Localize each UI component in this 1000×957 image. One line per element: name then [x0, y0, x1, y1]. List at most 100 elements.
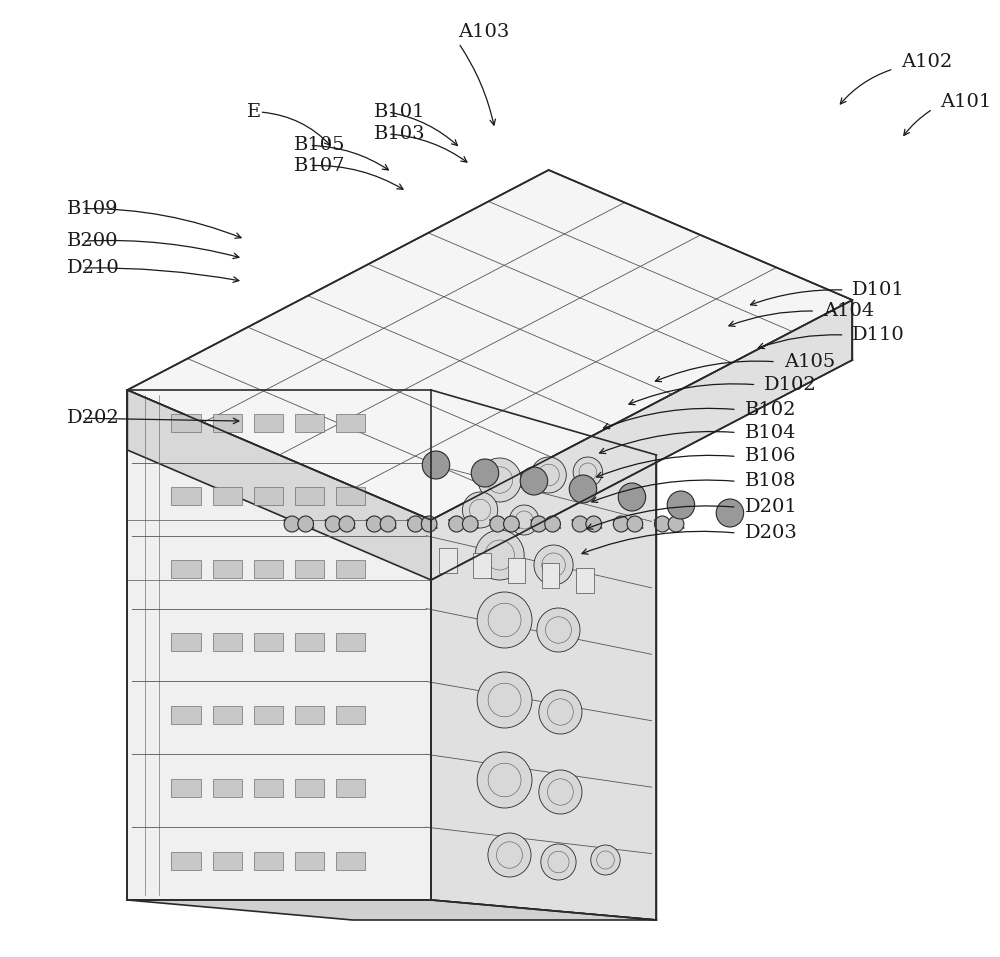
- Text: B200: B200: [67, 233, 118, 250]
- Bar: [295, 633, 324, 651]
- Circle shape: [462, 516, 478, 532]
- Bar: [295, 852, 324, 870]
- Bar: [213, 414, 242, 433]
- Text: A101: A101: [941, 94, 992, 111]
- Circle shape: [504, 516, 519, 532]
- Circle shape: [716, 499, 744, 527]
- Bar: [336, 706, 365, 723]
- Bar: [295, 779, 324, 797]
- Text: D210: D210: [67, 259, 119, 277]
- Circle shape: [298, 516, 314, 532]
- Text: D203: D203: [745, 524, 797, 542]
- Text: D110: D110: [852, 326, 905, 344]
- Circle shape: [478, 458, 521, 502]
- Circle shape: [325, 516, 341, 532]
- Circle shape: [573, 457, 603, 487]
- Bar: [295, 706, 324, 723]
- Circle shape: [421, 516, 437, 532]
- Bar: [439, 548, 457, 573]
- Text: A104: A104: [823, 302, 874, 320]
- Text: E: E: [247, 103, 261, 121]
- Circle shape: [667, 491, 695, 519]
- Bar: [576, 568, 594, 593]
- Bar: [171, 487, 201, 505]
- Text: D102: D102: [764, 376, 817, 393]
- Polygon shape: [127, 900, 656, 920]
- Circle shape: [586, 516, 602, 532]
- Bar: [171, 852, 201, 870]
- Circle shape: [284, 516, 300, 532]
- Bar: [171, 633, 201, 651]
- Bar: [171, 560, 201, 578]
- Circle shape: [462, 492, 498, 528]
- Circle shape: [627, 516, 643, 532]
- Circle shape: [539, 690, 582, 734]
- Bar: [508, 558, 525, 583]
- Polygon shape: [127, 390, 431, 900]
- Bar: [213, 852, 242, 870]
- Bar: [336, 779, 365, 797]
- Circle shape: [471, 459, 499, 487]
- Text: A105: A105: [784, 353, 835, 370]
- Bar: [254, 487, 283, 505]
- Circle shape: [545, 516, 560, 532]
- Text: B101: B101: [374, 103, 426, 121]
- Polygon shape: [431, 390, 656, 920]
- Polygon shape: [127, 170, 852, 520]
- Bar: [336, 414, 365, 433]
- Bar: [254, 560, 283, 578]
- Circle shape: [366, 516, 382, 532]
- Circle shape: [488, 833, 531, 877]
- Circle shape: [520, 467, 548, 495]
- Circle shape: [654, 516, 670, 532]
- Circle shape: [339, 516, 355, 532]
- Circle shape: [591, 845, 620, 875]
- Circle shape: [668, 516, 684, 532]
- Text: A103: A103: [459, 23, 510, 40]
- Circle shape: [477, 672, 532, 728]
- Text: D201: D201: [745, 499, 797, 516]
- Bar: [213, 560, 242, 578]
- Text: B104: B104: [745, 424, 796, 441]
- Bar: [254, 633, 283, 651]
- Bar: [213, 706, 242, 723]
- Bar: [295, 560, 324, 578]
- Bar: [254, 414, 283, 433]
- Bar: [336, 487, 365, 505]
- Bar: [254, 852, 283, 870]
- Bar: [171, 779, 201, 797]
- Bar: [213, 487, 242, 505]
- Bar: [213, 779, 242, 797]
- Circle shape: [618, 483, 646, 511]
- Text: D202: D202: [67, 410, 119, 427]
- Text: B106: B106: [745, 448, 796, 465]
- Circle shape: [422, 451, 450, 479]
- Polygon shape: [431, 300, 852, 580]
- Bar: [336, 560, 365, 578]
- Bar: [336, 633, 365, 651]
- Circle shape: [572, 516, 588, 532]
- Bar: [542, 563, 559, 588]
- Polygon shape: [127, 390, 431, 580]
- Bar: [336, 852, 365, 870]
- Text: B107: B107: [294, 157, 345, 174]
- Text: B102: B102: [745, 401, 796, 418]
- Circle shape: [613, 516, 629, 532]
- Bar: [295, 414, 324, 433]
- Text: B105: B105: [294, 137, 345, 154]
- Circle shape: [408, 516, 423, 532]
- Circle shape: [541, 844, 576, 880]
- Circle shape: [475, 530, 524, 580]
- Bar: [171, 414, 201, 433]
- Bar: [254, 779, 283, 797]
- Text: D101: D101: [852, 281, 905, 299]
- Text: B103: B103: [374, 125, 426, 143]
- Circle shape: [531, 516, 547, 532]
- Circle shape: [539, 770, 582, 814]
- Bar: [213, 633, 242, 651]
- Bar: [473, 553, 491, 578]
- Text: B108: B108: [745, 473, 796, 490]
- Circle shape: [569, 475, 597, 503]
- Circle shape: [537, 608, 580, 652]
- Circle shape: [449, 516, 464, 532]
